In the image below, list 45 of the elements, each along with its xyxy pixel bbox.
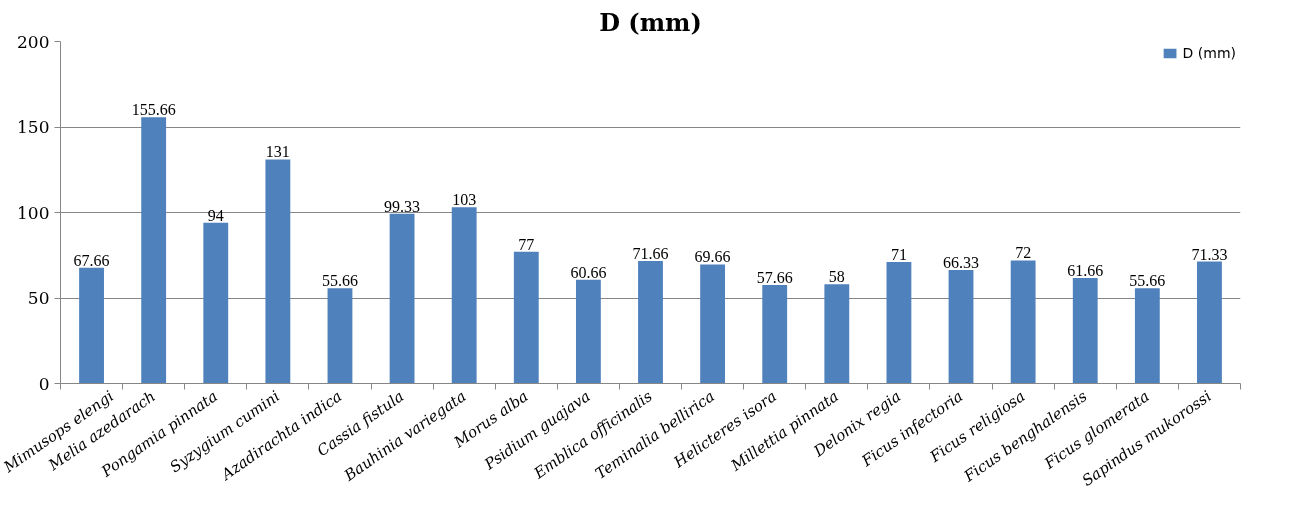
bar bbox=[1072, 278, 1098, 384]
data-label: 61.66 bbox=[1067, 262, 1104, 280]
data-label: 72 bbox=[1015, 244, 1032, 262]
chart-title: D (mm) bbox=[599, 7, 702, 37]
y-tick-label: 100 bbox=[17, 202, 50, 223]
y-tick-label: 200 bbox=[17, 31, 50, 52]
data-label: 99.33 bbox=[384, 197, 421, 215]
bar bbox=[700, 264, 726, 384]
data-label: 55.66 bbox=[321, 272, 358, 290]
bar bbox=[79, 267, 104, 384]
data-label: 66.33 bbox=[943, 254, 980, 272]
data-label: 103 bbox=[452, 191, 477, 209]
bar bbox=[1010, 260, 1036, 384]
bar bbox=[451, 207, 477, 384]
y-tick-label: 0 bbox=[38, 373, 50, 394]
data-label: 69.66 bbox=[694, 248, 731, 266]
bar bbox=[327, 288, 353, 384]
data-label: 71.33 bbox=[1191, 245, 1228, 263]
bar bbox=[948, 270, 974, 384]
bar bbox=[638, 260, 663, 384]
bar bbox=[886, 262, 912, 384]
data-label: 58 bbox=[828, 268, 845, 286]
bar bbox=[824, 284, 850, 384]
bar bbox=[513, 251, 539, 384]
data-label: 155.66 bbox=[131, 101, 176, 119]
bar bbox=[762, 284, 788, 384]
bar bbox=[203, 222, 229, 384]
bar bbox=[1197, 261, 1222, 384]
bar bbox=[389, 213, 415, 384]
data-label: 55.66 bbox=[1129, 272, 1166, 290]
y-tick-label: 50 bbox=[27, 288, 50, 308]
data-label: 71.66 bbox=[632, 244, 669, 262]
data-label: 57.66 bbox=[756, 268, 793, 286]
data-label: 71 bbox=[890, 246, 907, 264]
data-label: 77 bbox=[518, 235, 535, 253]
data-label: 131 bbox=[265, 143, 290, 161]
bar bbox=[1134, 288, 1160, 384]
data-label: 94 bbox=[207, 206, 224, 224]
y-tick-label: 150 bbox=[17, 117, 50, 137]
legend-label: D (mm) bbox=[1182, 45, 1236, 61]
data-label: 67.66 bbox=[73, 251, 110, 269]
bar bbox=[575, 279, 601, 384]
bar bbox=[141, 117, 167, 384]
bar bbox=[265, 159, 291, 384]
data-label: 60.66 bbox=[570, 263, 607, 281]
